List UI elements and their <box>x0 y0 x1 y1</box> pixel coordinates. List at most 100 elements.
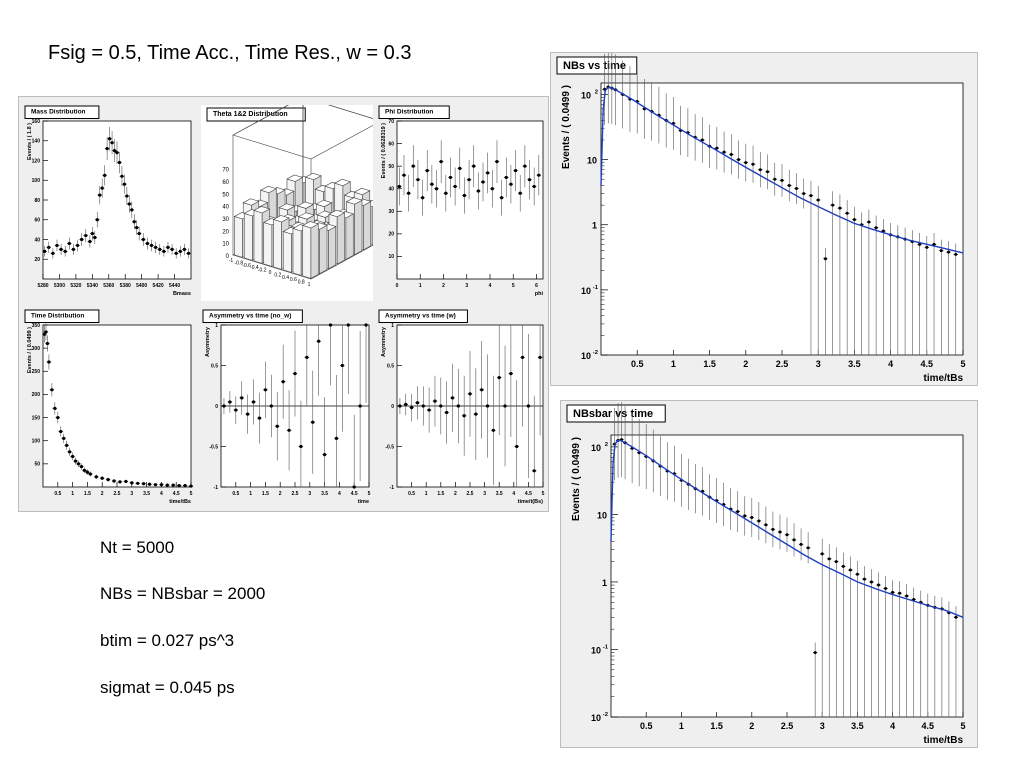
lego-bar-side <box>363 200 372 251</box>
data-point <box>831 203 835 207</box>
x-tick-label: 0 <box>269 270 272 276</box>
x-tick-label: 5 <box>512 283 515 289</box>
y-axis-label: Events / ( 1.8 ) <box>27 123 33 160</box>
data-point <box>147 482 152 486</box>
param-nbs: NBs = NBsbar = 2000 <box>100 584 266 603</box>
data-point <box>445 410 449 415</box>
theta-distribution-chart: Theta 1&2 Distribution 0 10 20 30 40 50 60 70 -1-… <box>201 105 373 301</box>
data-point <box>162 249 166 253</box>
data-point <box>73 459 78 463</box>
data-point <box>130 208 134 212</box>
data-point <box>311 420 315 424</box>
data-point <box>532 184 536 189</box>
x-tick-label: 3 <box>308 491 311 497</box>
y-tick-label: 10 <box>597 510 607 520</box>
data-point <box>269 404 273 408</box>
x-tick-label: 2 <box>749 721 754 731</box>
data-point <box>47 360 51 364</box>
data-point <box>141 237 145 242</box>
data-point <box>117 160 122 165</box>
data-point <box>323 453 327 457</box>
x-tick-label: 5380 <box>120 283 131 289</box>
data-point <box>799 542 803 546</box>
data-point <box>750 516 754 520</box>
data-point <box>154 245 158 249</box>
data-point <box>450 396 455 400</box>
data-point <box>954 252 958 256</box>
y-tick-label: -0.5 <box>209 444 218 450</box>
data-point <box>472 164 476 168</box>
plot-frame <box>600 82 964 356</box>
chart-svg: Phi Distribution 0 1 2 3 4 5 6 10 20 30 40 50 60 70 phi… <box>378 105 543 297</box>
data-point <box>352 485 356 489</box>
lego-bar-top <box>278 203 296 211</box>
chart-title-box <box>24 309 100 323</box>
data-point <box>855 572 859 576</box>
data-point <box>852 218 856 222</box>
data-point <box>67 241 71 246</box>
chart-title: NBs vs time <box>563 60 626 72</box>
data-point <box>122 182 126 186</box>
data-point <box>537 173 541 177</box>
asymmetry-w-chart: Asymmetry vs time (w) 0.5 1 1.5 2 2.5 3 3.5 4 4.5… <box>377 309 547 509</box>
y-tick-label: 10 <box>388 254 394 260</box>
lego-bar-front <box>253 210 263 264</box>
data-point <box>98 193 102 197</box>
data-point <box>841 564 845 568</box>
x-tick-label: 3 <box>465 283 468 289</box>
data-point <box>80 237 84 242</box>
data-point <box>490 187 494 191</box>
data-point <box>142 482 146 486</box>
data-point <box>425 169 429 173</box>
data-point <box>736 510 740 514</box>
data-point <box>458 166 462 170</box>
x-tick-label: 3.5 <box>496 491 503 497</box>
data-point <box>222 404 226 408</box>
x-tick-label: 2 <box>101 491 104 497</box>
lego-bar-top <box>296 201 315 209</box>
data-point <box>729 152 733 156</box>
data-point <box>523 164 527 168</box>
data-point <box>415 401 420 405</box>
data-point <box>42 332 47 336</box>
chart-title-box <box>202 309 303 323</box>
data-point <box>954 615 958 619</box>
data-point <box>468 392 472 396</box>
data-point <box>93 235 97 240</box>
data-point <box>444 191 448 195</box>
data-point <box>71 454 75 459</box>
x-tick-label: 5 <box>190 491 193 497</box>
data-point <box>439 160 443 164</box>
data-point <box>404 402 408 406</box>
y-tick-exponent: -1 <box>603 644 609 650</box>
data-point <box>820 552 824 556</box>
data-point <box>722 150 726 154</box>
lego-bar-front <box>282 231 292 273</box>
data-point <box>509 182 513 186</box>
data-point <box>71 247 76 251</box>
x-tick-label: 2 <box>454 491 457 497</box>
x-axis-label: time/t(Bs) <box>518 499 544 505</box>
chart-title: NBsbar vs time <box>573 408 653 420</box>
y-tick-label: 0.5 <box>211 363 218 369</box>
chart-title: Theta 1&2 Distribution <box>213 111 288 118</box>
x-tick-label: 4.5 <box>921 359 934 369</box>
y-tick-label: 100 <box>32 438 41 444</box>
x-tick-label: 3.5 <box>143 491 150 497</box>
x-tick-label: 2.5 <box>292 491 299 497</box>
z-tick-label: 20 <box>222 229 229 235</box>
chart-svg: Asymmetry vs time (w) 0.5 1 1.5 2 2.5 3 3.5 4 4.5… <box>378 309 545 505</box>
z-tick-label: 60 <box>222 180 229 186</box>
data-point <box>416 178 420 182</box>
x-tick-label: 2.5 <box>114 491 121 497</box>
x-tick-label: -0.8 <box>234 260 243 266</box>
data-point <box>939 249 943 253</box>
x-tick-label: -0.4 <box>250 265 259 271</box>
fit-curve <box>600 86 964 254</box>
data-point <box>918 242 922 246</box>
data-point <box>240 396 244 400</box>
lego-bar-front <box>292 228 302 276</box>
data-point <box>127 202 131 206</box>
data-point <box>474 412 478 416</box>
data-point <box>439 404 443 408</box>
